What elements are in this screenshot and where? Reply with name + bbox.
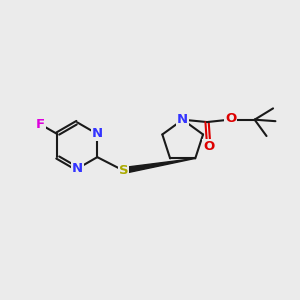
Text: F: F <box>36 118 45 131</box>
Text: N: N <box>177 113 188 126</box>
Text: N: N <box>72 162 83 175</box>
Text: O: O <box>225 112 236 125</box>
Text: N: N <box>92 128 103 140</box>
Text: O: O <box>203 140 214 153</box>
Text: S: S <box>118 164 128 177</box>
Polygon shape <box>123 158 195 173</box>
